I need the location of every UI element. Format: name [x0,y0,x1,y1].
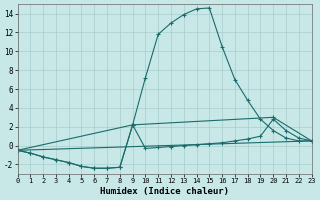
X-axis label: Humidex (Indice chaleur): Humidex (Indice chaleur) [100,187,229,196]
